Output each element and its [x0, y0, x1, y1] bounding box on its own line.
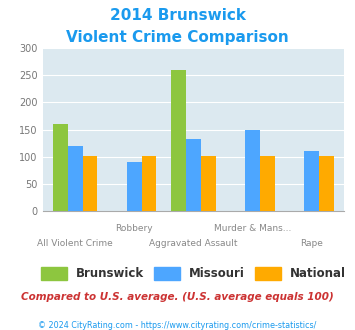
Bar — [260, 156, 275, 211]
Text: 2014 Brunswick: 2014 Brunswick — [109, 8, 246, 23]
Bar — [142, 156, 157, 211]
Bar — [127, 162, 142, 211]
Bar — [82, 156, 97, 211]
Text: Robbery: Robbery — [115, 224, 153, 233]
Text: Aggravated Assault: Aggravated Assault — [149, 239, 238, 248]
Bar — [53, 124, 68, 211]
Text: Murder & Mans...: Murder & Mans... — [214, 224, 291, 233]
Text: Rape: Rape — [300, 239, 323, 248]
Bar — [304, 151, 319, 211]
Bar — [245, 130, 260, 211]
Text: Compared to U.S. average. (U.S. average equals 100): Compared to U.S. average. (U.S. average … — [21, 292, 334, 302]
Text: © 2024 CityRating.com - https://www.cityrating.com/crime-statistics/: © 2024 CityRating.com - https://www.city… — [38, 321, 317, 330]
Bar — [68, 146, 83, 211]
Bar — [171, 70, 186, 211]
Bar — [201, 156, 216, 211]
Legend: Brunswick, Missouri, National: Brunswick, Missouri, National — [41, 267, 346, 280]
Bar — [319, 156, 334, 211]
Text: All Violent Crime: All Violent Crime — [37, 239, 113, 248]
Text: Violent Crime Comparison: Violent Crime Comparison — [66, 30, 289, 45]
Bar — [186, 139, 201, 211]
